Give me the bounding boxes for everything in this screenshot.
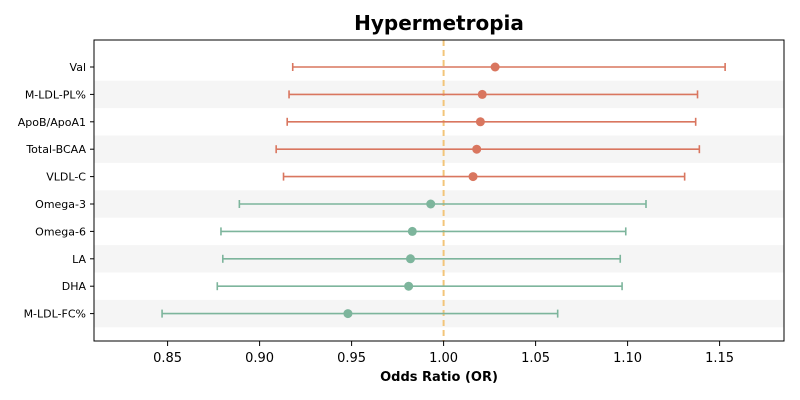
or-point — [426, 199, 436, 209]
y-tick-label: VLDL-C — [46, 171, 86, 184]
y-tick-label: DHA — [62, 280, 87, 293]
x-axis: 0.85 0.90 0.95 1.00 1.05 1.10 1.15 — [153, 341, 734, 366]
y-tick-label: M-LDL-FC% — [24, 308, 86, 321]
y-tick-label: Omega-6 — [35, 225, 86, 238]
x-tick-label: 0.90 — [245, 351, 274, 366]
y-tick-label: Total-BCAA — [25, 143, 86, 156]
x-tick-label: 1.05 — [521, 351, 550, 366]
or-point — [404, 281, 414, 291]
or-point — [477, 89, 487, 99]
y-tick-label: M-LDL-PL% — [25, 88, 86, 101]
or-point — [475, 117, 485, 127]
x-tick-label: 0.95 — [337, 351, 366, 366]
or-point — [472, 144, 482, 154]
chart-title: Hypermetropia — [354, 11, 524, 35]
x-axis-label: Odds Ratio (OR) — [380, 370, 498, 385]
or-point — [468, 172, 478, 182]
y-tick-label: Omega-3 — [35, 198, 86, 211]
y-tick-label: Val — [70, 61, 86, 74]
y-tick-label: ApoB/ApoA1 — [18, 116, 86, 129]
x-tick-label: 1.10 — [613, 351, 642, 366]
data-marks — [161, 62, 726, 319]
x-tick-label: 1.15 — [705, 351, 734, 366]
or-point — [407, 226, 417, 236]
x-tick-label: 0.85 — [153, 351, 182, 366]
y-axis: Val M-LDL-PL% ApoB/ApoA1 Total-BCAA VLDL-C Om… — [18, 61, 94, 321]
or-point — [343, 309, 353, 319]
plot-frame — [93, 39, 785, 342]
or-point — [405, 254, 415, 264]
y-tick-label: LA — [72, 253, 86, 266]
x-tick-label: 1.00 — [429, 351, 458, 366]
or-point — [490, 62, 500, 72]
